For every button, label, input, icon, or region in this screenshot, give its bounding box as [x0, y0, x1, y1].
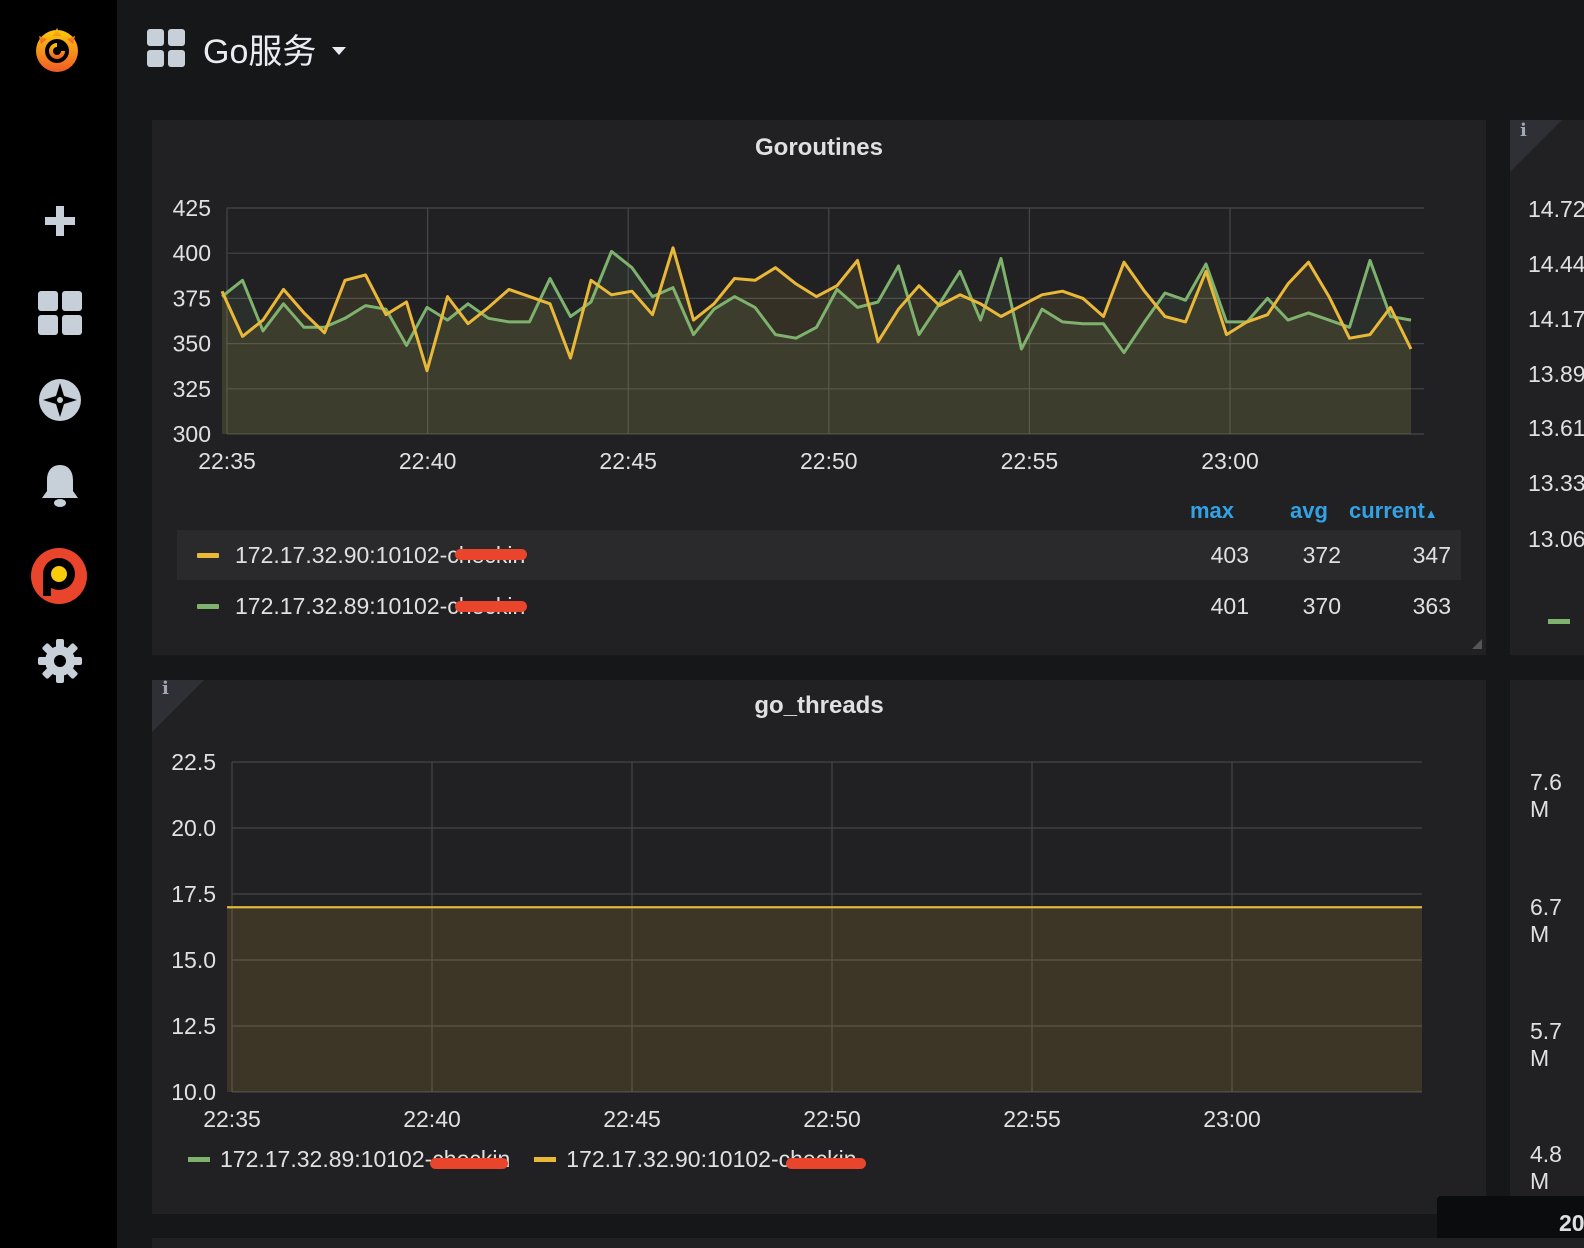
y-tick-label: 425	[173, 195, 211, 221]
y-tick: 13.33	[1528, 470, 1584, 496]
x-tick-label: 22:40	[399, 448, 457, 474]
x-tick-label: 22:40	[403, 1106, 461, 1132]
configuration-gear-icon[interactable]	[37, 638, 83, 684]
x-tick-label: 22:55	[1003, 1106, 1061, 1132]
x-tick-label: 23:00	[1201, 448, 1259, 474]
y-tick-label: 10.0	[171, 1079, 216, 1105]
y-tick: 13.61	[1528, 415, 1584, 441]
right-bottom-panel: 7.6 M 6.7 M 5.7 M 4.8 M	[1510, 680, 1584, 1214]
dashboards-icon[interactable]	[37, 290, 83, 336]
info-corner[interactable]	[152, 680, 204, 732]
y-tick-label: 15.0	[171, 947, 216, 973]
series-line[interactable]	[221, 249, 1412, 355]
x-tick-label: 23:00	[1203, 1106, 1261, 1132]
y-tick-label: 20.0	[171, 815, 216, 841]
legend-row[interactable]: 172.17.32.90:10102-checkin 403 372 347	[177, 530, 1461, 580]
dashboard-picker[interactable]: Go服务	[147, 22, 347, 74]
info-icon[interactable]: i	[1520, 120, 1527, 141]
x-tick-label: 22:45	[603, 1106, 661, 1132]
y-tick: 14.44	[1528, 251, 1584, 277]
series-area	[227, 907, 1422, 1092]
x-tick-label: 22:35	[203, 1106, 261, 1132]
x-tick-label: 22:45	[599, 448, 657, 474]
panel-title[interactable]: go_threads	[754, 692, 884, 719]
series-swatch	[197, 603, 219, 609]
go-threads-panel: i go_threads 10.0 12.5 15.0 17.5 20.0 22.5 22:…	[152, 678, 1486, 1214]
go-threads-chart[interactable]: 10.0 12.5 15.0 17.5 20.0 22.5 22:35 22:40 22:45 2…	[152, 740, 1486, 1140]
legend-header-max[interactable]: max	[1190, 498, 1235, 523]
tooltip-text: 20	[1559, 1210, 1584, 1236]
info-corner[interactable]	[1510, 120, 1562, 172]
y-tick: 6.7 M	[1530, 894, 1562, 947]
series-area	[222, 251, 1411, 434]
legend-header-avg[interactable]: avg	[1290, 498, 1328, 523]
series-avg: 370	[1302, 592, 1341, 619]
redaction-mark	[455, 549, 527, 560]
legend-row[interactable]: 172.17.32.89:10102-checkin 401 370 363	[177, 581, 1461, 631]
y-tick-label: 325	[173, 376, 211, 402]
series-current: 363	[1412, 592, 1451, 619]
series-swatch	[188, 1157, 210, 1162]
dashboard-grid-icon	[147, 29, 185, 67]
sidebar	[0, 0, 117, 1248]
y-tick-label: 12.5	[171, 1013, 216, 1039]
add-icon[interactable]	[37, 198, 83, 244]
plugin-icon[interactable]	[30, 547, 88, 605]
y-tick-label: 17.5	[171, 881, 216, 907]
grafana-logo-icon[interactable]	[30, 22, 84, 76]
resize-handle-icon[interactable]	[1472, 639, 1482, 649]
alerting-bell-icon[interactable]	[37, 463, 83, 509]
x-tick-label: 22:35	[198, 448, 256, 474]
redaction-mark	[430, 1158, 508, 1169]
info-icon[interactable]: i	[162, 678, 169, 699]
dashboard-title[interactable]: Go服务	[203, 32, 317, 71]
series-avg: 372	[1302, 541, 1341, 568]
series-line[interactable]	[220, 246, 1413, 373]
goroutines-chart[interactable]: 300 325 350 375 400 425 22:35 22:40 22:45 22:50 22…	[152, 180, 1486, 560]
redaction-mark	[786, 1158, 866, 1169]
legend: 172.17.32.89:10102-checkin 172.17.32.90:…	[188, 1146, 857, 1173]
y-tick-label: 300	[173, 421, 211, 447]
redaction-mark	[455, 601, 527, 612]
y-tick: 7.6 M	[1530, 769, 1562, 822]
y-tick: 4.8 M	[1530, 1141, 1562, 1194]
legend-header-current[interactable]: current▲	[1349, 498, 1438, 523]
explore-compass-icon[interactable]	[37, 377, 83, 423]
y-tick: 5.7 M	[1530, 1018, 1562, 1071]
x-tick-label: 22:55	[1001, 448, 1059, 474]
sort-asc-icon: ▲	[1424, 506, 1438, 521]
right-top-panel: i 14.72 14.44 14.17 13.89 13.61 13.33 13…	[1510, 120, 1584, 655]
next-panel-edge	[152, 1238, 1584, 1248]
y-tick: 14.17	[1528, 306, 1584, 332]
panel-title[interactable]: Goroutines	[754, 134, 883, 161]
series-current: 347	[1412, 541, 1451, 568]
series-max: 403	[1210, 541, 1249, 568]
x-tick-label: 22:50	[800, 448, 858, 474]
y-tick-label: 375	[173, 285, 211, 311]
series-swatch	[534, 1157, 557, 1162]
series-max: 401	[1210, 592, 1249, 619]
series-swatch	[197, 552, 219, 558]
chevron-down-icon[interactable]	[332, 47, 347, 55]
y-tick-label: 400	[173, 240, 211, 266]
y-tick: 13.06	[1528, 526, 1584, 552]
y-tick-label: 22.5	[171, 749, 216, 775]
series-swatch	[1548, 619, 1570, 624]
goroutines-panel: Goroutines 300 325 350 375 400 425 22:35 22:40 2…	[152, 120, 1486, 655]
y-tick-label: 350	[173, 331, 211, 357]
y-tick: 14.72	[1528, 196, 1584, 222]
y-tick: 13.89	[1528, 361, 1584, 387]
x-tick-label: 22:50	[803, 1106, 861, 1132]
